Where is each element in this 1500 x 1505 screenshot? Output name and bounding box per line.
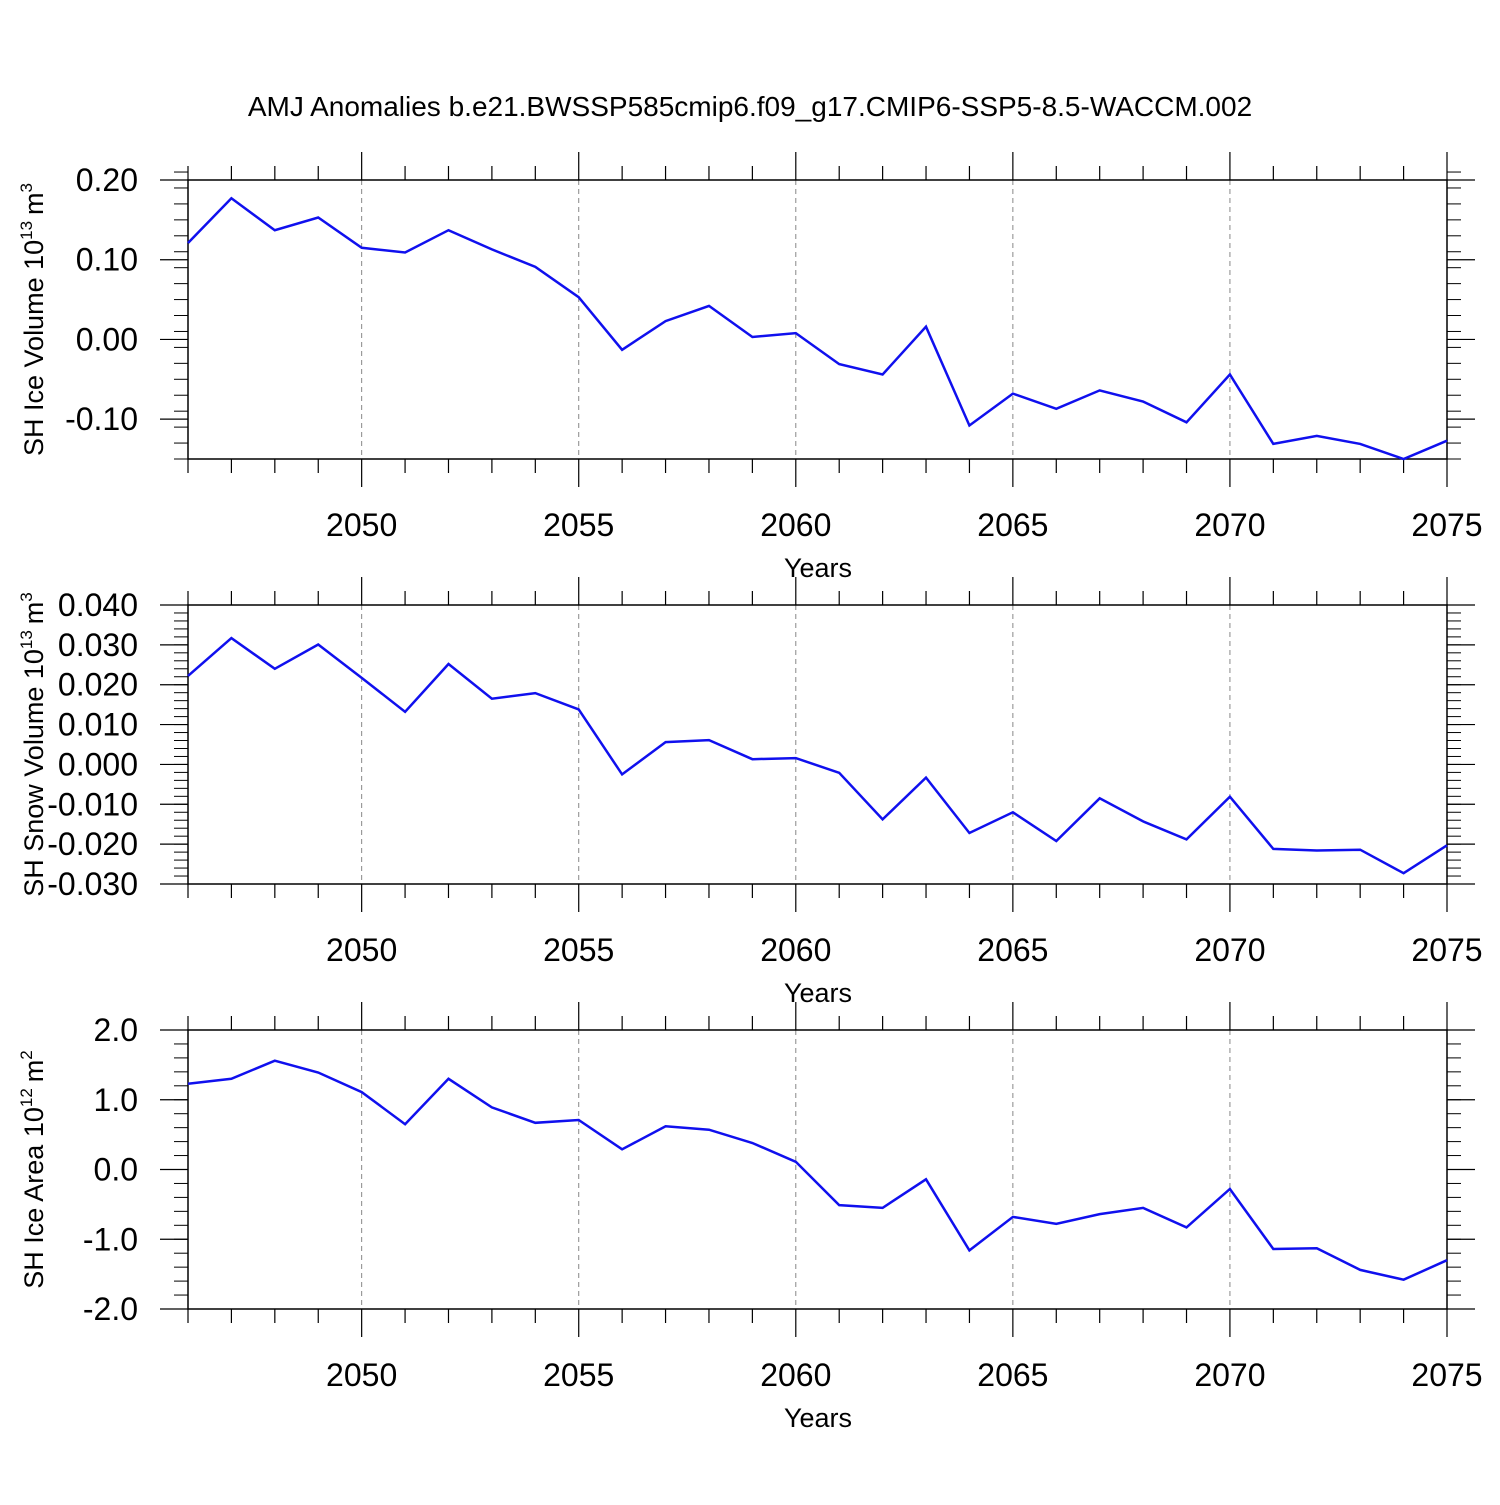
- y-tick-label: 0.20: [76, 162, 138, 198]
- y-tick-label: -2.0: [83, 1291, 138, 1327]
- plot-frame: [187, 179, 1448, 460]
- y-tick-label: -0.020: [47, 826, 138, 862]
- x-tick-label: 2055: [543, 507, 614, 543]
- y-axis-label-main: SH Ice Area 10: [19, 1107, 49, 1289]
- x-tick-label: 2065: [977, 932, 1048, 968]
- y-axis-label-main: SH Ice Volume 10: [19, 240, 49, 456]
- x-axis-label: Years: [784, 978, 852, 1008]
- y-axis-label-unit: m: [19, 602, 49, 625]
- y-tick-label: 2.0: [94, 1012, 138, 1048]
- y-tick-label: 0.10: [76, 242, 138, 278]
- x-tick-label: 2070: [1194, 507, 1265, 543]
- series-line: [187, 196, 1448, 461]
- x-tick-label: 2055: [543, 1357, 614, 1393]
- panel-3: -2.0 -1.0 0.0 1.0 2.0 2050 2055 2060 2065 2070 207…: [17, 1002, 1483, 1433]
- series-line: [187, 636, 1448, 875]
- y-tick-label: 0.020: [58, 667, 138, 703]
- y-axis-label-exponent: 13: [17, 221, 36, 240]
- y-axis-label-unit-exponent: 3: [17, 183, 36, 192]
- x-axis-label: Years: [784, 553, 852, 583]
- x-tick-label: 2070: [1194, 1357, 1265, 1393]
- x-tick-label: 2075: [1411, 1357, 1482, 1393]
- y-axis-label-unit: m: [19, 192, 49, 215]
- y-axis-label-unit: m: [19, 1060, 49, 1083]
- y-tick-label: 0.040: [58, 587, 138, 623]
- y-tick-label: -0.010: [47, 786, 138, 822]
- y-axis-label-exponent: 13: [17, 630, 36, 649]
- x-tick-label: 2050: [326, 932, 397, 968]
- x-tick-label: 2050: [326, 507, 397, 543]
- x-tick-label: 2065: [977, 507, 1048, 543]
- x-tick-label: 2075: [1411, 507, 1482, 543]
- y-axis-label: SH Ice Area 1012 m2: [17, 1050, 49, 1289]
- y-tick-label: 0.010: [58, 707, 138, 743]
- panel-1: -0.10 0.00 0.10 0.20 2050 2055 2060 2065 2070 207…: [17, 152, 1483, 583]
- plot-frame: [187, 604, 1448, 885]
- y-axis-label-unit-exponent: 3: [17, 592, 36, 601]
- y-tick-label: 1.0: [94, 1082, 138, 1118]
- y-tick-label: 0.030: [58, 627, 138, 663]
- y-axis-label: SH Snow Volume 1013 m3: [17, 592, 49, 897]
- series-line: [187, 1059, 1448, 1282]
- y-tick-label: 0.00: [76, 321, 138, 357]
- plot-frame: [187, 1029, 1448, 1310]
- y-axis-label: SH Ice Volume 1013 m3: [17, 183, 49, 456]
- x-tick-label: 2050: [326, 1357, 397, 1393]
- y-tick-label: -0.030: [47, 866, 138, 902]
- y-tick-label: -1.0: [83, 1221, 138, 1257]
- x-tick-label: 2055: [543, 932, 614, 968]
- y-axis-label-exponent: 12: [17, 1088, 36, 1107]
- x-tick-label: 2060: [760, 507, 831, 543]
- x-tick-label: 2060: [760, 1357, 831, 1393]
- x-tick-label: 2060: [760, 932, 831, 968]
- y-tick-label: 0.0: [94, 1152, 138, 1188]
- y-axis-label-main: SH Snow Volume 10: [19, 649, 49, 897]
- x-tick-label: 2075: [1411, 932, 1482, 968]
- y-tick-label: 0.000: [58, 746, 138, 782]
- x-tick-label: 2065: [977, 1357, 1048, 1393]
- y-tick-label: -0.10: [65, 401, 138, 437]
- y-axis-label-unit-exponent: 2: [17, 1050, 36, 1059]
- x-axis-label: Years: [784, 1403, 852, 1433]
- figure-title: AMJ Anomalies b.e21.BWSSP585cmip6.f09_g1…: [248, 91, 1252, 122]
- x-tick-label: 2070: [1194, 932, 1265, 968]
